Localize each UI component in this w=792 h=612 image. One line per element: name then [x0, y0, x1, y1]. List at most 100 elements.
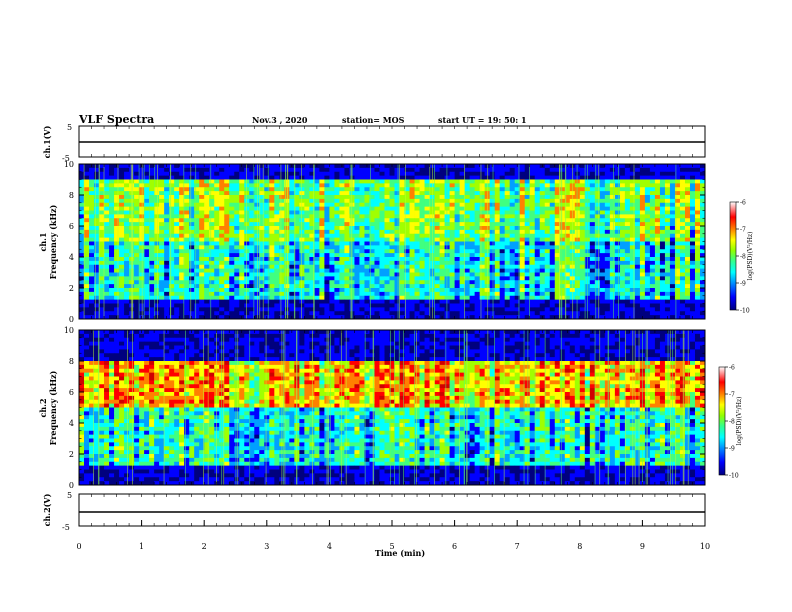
spectrogram-cell	[279, 226, 285, 231]
spectrogram-cell	[554, 210, 561, 215]
spectrogram-cell	[194, 206, 200, 211]
spectrogram-cell	[689, 175, 696, 180]
spectrogram-cell	[154, 237, 160, 242]
spectrogram-cell	[359, 195, 365, 200]
spectrogram-cell	[479, 233, 486, 239]
spectrogram-cell	[249, 311, 255, 316]
spectrogram-cell	[104, 210, 110, 215]
spectrogram-cell	[699, 276, 705, 281]
spectrogram-cell	[89, 222, 95, 227]
spectrogram-cell	[674, 276, 681, 281]
spectrogram-cell	[169, 276, 175, 281]
spectrogram-cell	[214, 257, 220, 262]
spectrogram-cell	[424, 233, 430, 239]
spectrogram-cell	[274, 284, 280, 289]
spectrogram-cell	[534, 237, 541, 242]
spectrogram-cell	[254, 311, 260, 316]
spectrogram-cell	[414, 214, 420, 219]
spectrogram-cell	[89, 291, 95, 297]
spectrogram-cell	[604, 288, 611, 293]
spectrogram-cell	[514, 222, 521, 227]
spectrogram-cell	[499, 276, 506, 281]
spectrogram-cell	[464, 175, 471, 180]
spectrogram-cell	[184, 315, 190, 319]
spectrogram-cell	[604, 284, 611, 289]
spectrogram-cell	[579, 191, 586, 196]
spectrogram-cell	[374, 291, 380, 297]
spectrogram-cell	[149, 291, 155, 297]
spectrogram-cell	[264, 272, 270, 277]
spectrogram-cell	[464, 233, 471, 239]
spectrogram-cell	[149, 303, 155, 308]
spectrogram-cell	[279, 268, 285, 273]
spectrogram-cell	[489, 299, 496, 304]
spectrogram-cell	[99, 222, 105, 227]
spectrogram-cell	[149, 284, 155, 289]
spectrogram-cell	[219, 187, 225, 192]
spectrogram-cell	[419, 291, 425, 297]
spectrogram-cell	[174, 171, 180, 177]
spectrogram-cell	[634, 260, 641, 266]
spectrogram-cell	[644, 272, 651, 277]
spectrogram-cell	[699, 206, 705, 211]
spectrogram-cell	[459, 303, 466, 308]
spectrogram-cell	[474, 241, 481, 246]
spectrogram-cell	[399, 307, 405, 312]
spectrogram-cell	[239, 299, 245, 304]
spectrogram-cell	[164, 260, 170, 266]
spectrogram-cell	[119, 226, 125, 231]
spectrogram-cell	[434, 226, 440, 231]
spectrogram-cell	[104, 291, 110, 297]
spectrogram-cell	[244, 291, 250, 297]
spectrogram-cell	[674, 307, 681, 312]
spectrogram-cell	[384, 195, 390, 200]
spectrogram-cell	[479, 167, 486, 173]
spectrogram-cell	[119, 280, 125, 285]
spectrogram-cell	[504, 268, 511, 273]
spectrogram-cell	[354, 233, 360, 239]
spectrogram-cell	[399, 315, 405, 319]
spectrogram-cell	[189, 214, 195, 219]
spectrogram-cell	[159, 253, 165, 258]
spectrogram-cell	[294, 202, 300, 208]
spectrogram-cell	[524, 222, 531, 227]
spectrogram-cell	[389, 233, 395, 239]
spectrogram-cell	[479, 288, 486, 293]
spectrogram-cell	[334, 272, 340, 277]
spectrogram-cell	[304, 233, 310, 239]
spectrogram-cell	[269, 167, 275, 173]
spectrogram-cell	[374, 191, 380, 196]
station-label: station= MOS	[342, 115, 405, 125]
spectrogram-cell	[504, 171, 511, 177]
spectrogram-cell	[219, 249, 225, 254]
spectrogram-cell	[319, 291, 325, 297]
spectrogram-cell	[99, 272, 105, 277]
spectrogram-cell	[249, 214, 255, 219]
spectrogram-cell	[259, 260, 265, 266]
spectrogram-cell	[659, 299, 666, 304]
spectrogram-cell	[319, 260, 325, 266]
spectrogram-cell	[609, 272, 616, 277]
spectrogram-cell	[304, 237, 310, 242]
spectrogram-cell	[239, 311, 245, 316]
spectrogram-cell	[639, 226, 646, 231]
spectrogram-cell	[689, 195, 696, 200]
spectrogram-cell	[644, 214, 651, 219]
spectrogram-cell	[134, 288, 140, 293]
spectrogram-cell	[249, 288, 255, 293]
spectrogram-cell	[514, 198, 521, 204]
spectrogram-cell	[79, 191, 85, 196]
spectrogram-cell	[624, 288, 631, 293]
spectrogram-cell	[534, 260, 541, 266]
spectrogram-cell	[529, 222, 536, 227]
spectrogram-cell	[209, 218, 215, 223]
spectrogram-cell	[629, 249, 636, 254]
spectrogram-cell	[644, 202, 651, 208]
spectrogram-cell	[439, 206, 445, 211]
spectrogram-cell	[174, 260, 180, 266]
spectrogram-cell	[124, 253, 130, 258]
spectrogram-cell	[229, 175, 235, 180]
spectrogram-cell	[199, 179, 205, 184]
spectrogram-cell	[274, 280, 280, 285]
spectrogram-cell	[604, 307, 611, 312]
